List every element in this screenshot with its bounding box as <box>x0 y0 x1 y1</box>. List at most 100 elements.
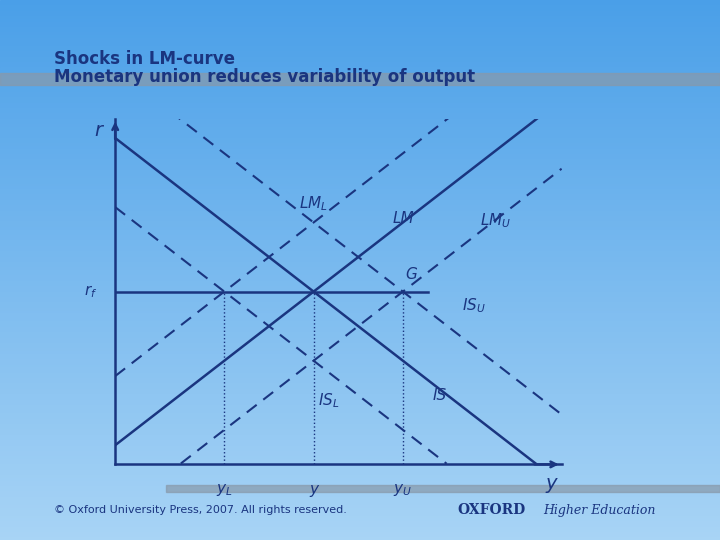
Bar <box>0 502 720 505</box>
Bar <box>0 392 720 394</box>
Bar <box>0 51 720 54</box>
Bar <box>0 348 720 351</box>
Bar <box>0 27 720 30</box>
Bar <box>0 302 720 305</box>
Bar <box>0 378 720 381</box>
Bar <box>0 292 720 294</box>
Bar <box>0 526 720 529</box>
Bar <box>0 162 720 165</box>
Bar <box>0 11 720 14</box>
Bar <box>0 151 720 154</box>
Bar <box>0 440 720 443</box>
Bar <box>0 68 720 70</box>
Bar <box>0 111 720 113</box>
Bar <box>0 402 720 405</box>
Bar <box>0 408 720 410</box>
Bar <box>0 532 720 535</box>
Bar <box>0 289 720 292</box>
Bar <box>0 451 720 454</box>
Bar <box>0 464 720 467</box>
Bar <box>0 313 720 316</box>
Bar <box>0 483 720 486</box>
Bar <box>0 516 720 518</box>
Bar <box>0 76 720 78</box>
Bar <box>0 178 720 181</box>
Bar <box>0 232 720 235</box>
Bar <box>0 116 720 119</box>
Bar <box>0 192 720 194</box>
Bar <box>0 216 720 219</box>
Bar <box>0 30 720 32</box>
Text: y$_U$: y$_U$ <box>393 482 413 498</box>
Bar <box>0 157 720 159</box>
Bar <box>0 454 720 456</box>
Bar <box>0 176 720 178</box>
Text: OXFORD: OXFORD <box>457 503 526 517</box>
Bar <box>0 535 720 537</box>
Bar <box>0 238 720 240</box>
Bar <box>0 35 720 38</box>
Bar <box>0 173 720 176</box>
Bar <box>0 167 720 170</box>
Bar <box>0 86 720 89</box>
Bar <box>0 472 720 475</box>
Bar <box>0 127 720 130</box>
Bar <box>0 267 720 270</box>
Bar <box>0 443 720 445</box>
Bar <box>0 92 720 94</box>
Bar <box>0 243 720 246</box>
Bar <box>0 170 720 173</box>
Bar <box>0 351 720 354</box>
Bar <box>0 270 720 273</box>
Bar <box>0 373 720 375</box>
Bar <box>0 462 720 464</box>
Bar <box>0 24 720 27</box>
Text: LM: LM <box>393 211 415 226</box>
Bar <box>0 240 720 243</box>
Bar <box>0 278 720 281</box>
Text: IS: IS <box>433 388 447 403</box>
Bar <box>0 491 720 494</box>
Bar <box>0 305 720 308</box>
Bar <box>0 100 720 103</box>
Bar <box>0 432 720 435</box>
Bar <box>0 65 720 68</box>
Bar <box>0 410 720 413</box>
Bar <box>0 335 720 338</box>
Bar <box>0 300 720 302</box>
Bar <box>0 437 720 440</box>
Text: LM$_L$: LM$_L$ <box>299 194 328 213</box>
Bar <box>0 189 720 192</box>
Bar <box>0 211 720 213</box>
Bar <box>0 59 720 62</box>
Text: y: y <box>546 474 557 493</box>
Bar <box>0 394 720 397</box>
Bar <box>0 73 720 76</box>
Bar <box>0 19 720 22</box>
Bar <box>0 529 720 532</box>
Bar <box>0 38 720 40</box>
Bar <box>0 338 720 340</box>
Bar <box>0 510 720 513</box>
Bar <box>0 259 720 262</box>
Bar <box>0 219 720 221</box>
Bar <box>0 416 720 418</box>
Bar <box>0 89 720 92</box>
Bar <box>0 154 720 157</box>
Bar <box>0 421 720 424</box>
Bar <box>0 62 720 65</box>
Bar <box>0 73 720 85</box>
Bar <box>0 375 720 378</box>
Bar <box>0 316 720 319</box>
Bar <box>0 340 720 343</box>
Bar <box>0 8 720 11</box>
Bar <box>0 448 720 451</box>
Bar <box>0 81 720 84</box>
Bar <box>0 122 720 124</box>
Bar <box>0 94 720 97</box>
Bar <box>0 138 720 140</box>
Bar <box>0 46 720 49</box>
Bar <box>0 286 720 289</box>
Bar <box>0 418 720 421</box>
Bar <box>0 427 720 429</box>
